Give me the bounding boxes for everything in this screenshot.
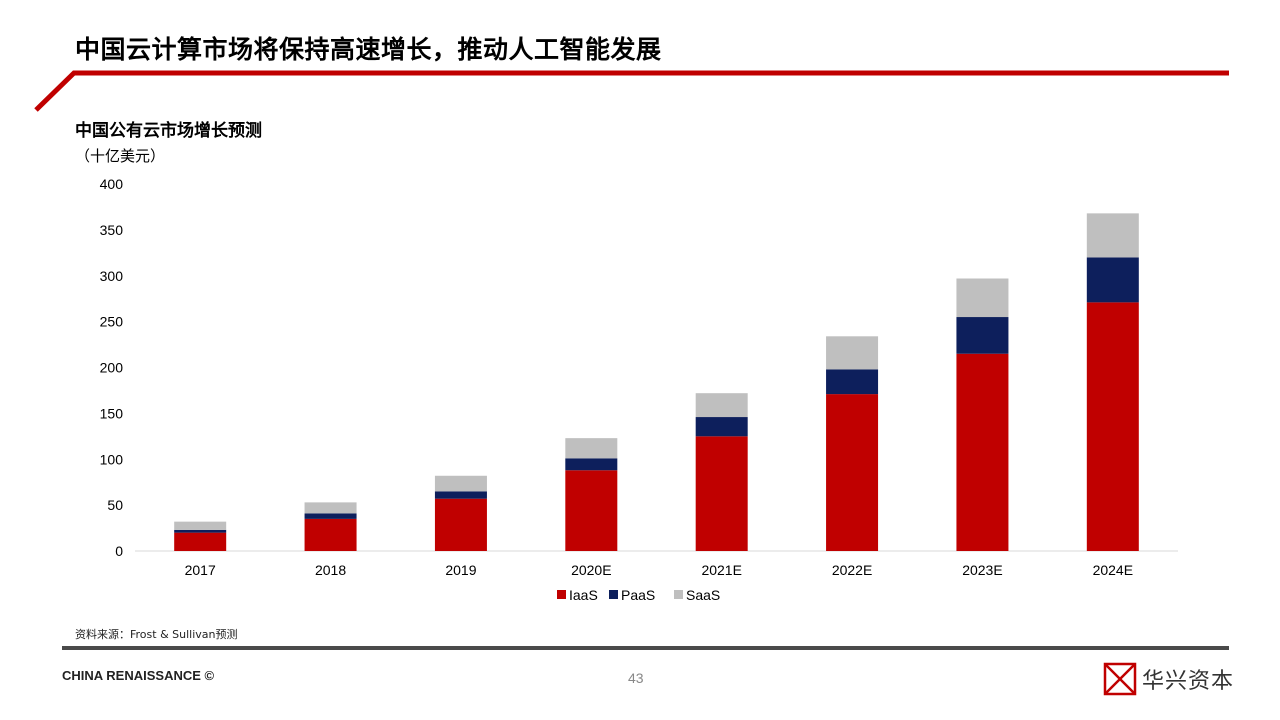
bar-saas-2017 bbox=[174, 521, 227, 530]
bar-saas-2020e bbox=[565, 438, 618, 459]
x-tick-label: 2018 bbox=[315, 562, 346, 578]
bar-iaas-2018 bbox=[304, 518, 357, 551]
bar-saas-2022e bbox=[826, 336, 879, 370]
bar-iaas-2019 bbox=[434, 498, 487, 551]
bar-saas-2019 bbox=[434, 475, 487, 492]
bar-paas-2021e bbox=[695, 417, 748, 437]
y-tick-label: 100 bbox=[100, 451, 124, 467]
legend-label-paas: PaaS bbox=[621, 587, 655, 603]
logo-mark-icon bbox=[1103, 662, 1137, 696]
bar-saas-2018 bbox=[304, 502, 357, 514]
x-tick-label: 2024E bbox=[1093, 562, 1133, 578]
bar-paas-2024e bbox=[1086, 257, 1139, 303]
legend-swatch-paas bbox=[609, 590, 618, 599]
page-number: 43 bbox=[628, 670, 644, 686]
x-tick-label: 2020E bbox=[571, 562, 611, 578]
bar-iaas-2023e bbox=[956, 353, 1009, 551]
bar-paas-2019 bbox=[434, 491, 487, 499]
bar-iaas-2022e bbox=[826, 394, 879, 551]
bar-paas-2017 bbox=[174, 529, 227, 533]
legend-label-saas: SaaS bbox=[686, 587, 720, 603]
bar-paas-2023e bbox=[956, 317, 1009, 354]
bar-paas-2020e bbox=[565, 458, 618, 471]
x-tick-label: 2021E bbox=[701, 562, 741, 578]
y-tick-label: 250 bbox=[100, 314, 124, 330]
y-tick-label: 0 bbox=[115, 543, 123, 559]
x-tick-label: 2022E bbox=[832, 562, 872, 578]
footer-divider bbox=[62, 646, 1229, 650]
bar-saas-2023e bbox=[956, 278, 1009, 318]
logo-text: 华兴资本 bbox=[1142, 669, 1235, 694]
source-note: 资料来源：Frost & Sullivan预测 bbox=[75, 628, 238, 641]
bar-iaas-2024e bbox=[1086, 302, 1139, 551]
stacked-bar-chart: 0 50 100 150 200 250 300 350 400 2017 2018 2019 2020… bbox=[100, 176, 1178, 603]
bar-saas-2024e bbox=[1086, 213, 1139, 258]
x-tick-label: 2017 bbox=[185, 562, 216, 578]
legend-swatch-iaas bbox=[557, 590, 566, 599]
footer-brand: CHINA RENAISSANCE © bbox=[62, 668, 215, 683]
x-tick-label: 2023E bbox=[962, 562, 1002, 578]
company-logo: 华兴资本 bbox=[1102, 660, 1234, 698]
y-tick-label: 300 bbox=[100, 268, 124, 284]
chart-unit-label: （十亿美元） bbox=[75, 147, 166, 165]
y-tick-label: 200 bbox=[100, 360, 124, 376]
bar-saas-2021e bbox=[695, 393, 748, 418]
bar-iaas-2017 bbox=[174, 532, 227, 551]
y-tick-label: 400 bbox=[100, 176, 124, 192]
y-tick-label: 150 bbox=[100, 405, 124, 421]
bar-paas-2022e bbox=[826, 369, 879, 395]
bar-iaas-2020e bbox=[565, 470, 618, 551]
y-tick-label: 50 bbox=[107, 497, 123, 513]
chart-title: 中国公有云市场增长预测 bbox=[75, 121, 262, 141]
legend-swatch-saas bbox=[674, 590, 683, 599]
bar-iaas-2021e bbox=[695, 436, 748, 551]
bar-paas-2018 bbox=[304, 513, 357, 519]
slide-title: 中国云计算市场将保持高速增长，推动人工智能发展 bbox=[75, 35, 662, 64]
y-tick-label: 350 bbox=[100, 222, 124, 238]
x-tick-label: 2019 bbox=[445, 562, 476, 578]
legend-label-iaas: IaaS bbox=[569, 587, 598, 603]
